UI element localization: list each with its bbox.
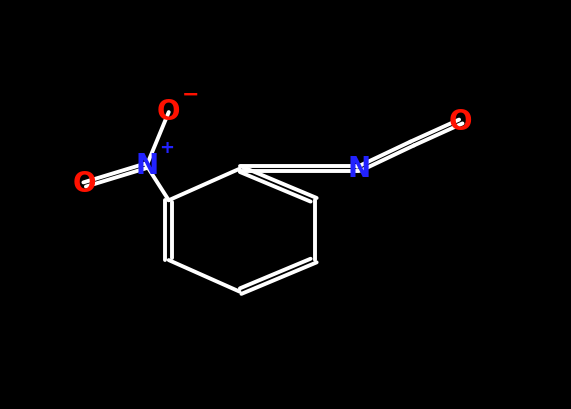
Text: +: + <box>159 139 174 157</box>
Text: −: − <box>182 85 200 105</box>
Text: O: O <box>73 171 96 198</box>
Text: N: N <box>135 152 158 180</box>
Text: O: O <box>157 98 180 126</box>
Text: N: N <box>348 155 371 183</box>
Text: O: O <box>449 108 473 135</box>
